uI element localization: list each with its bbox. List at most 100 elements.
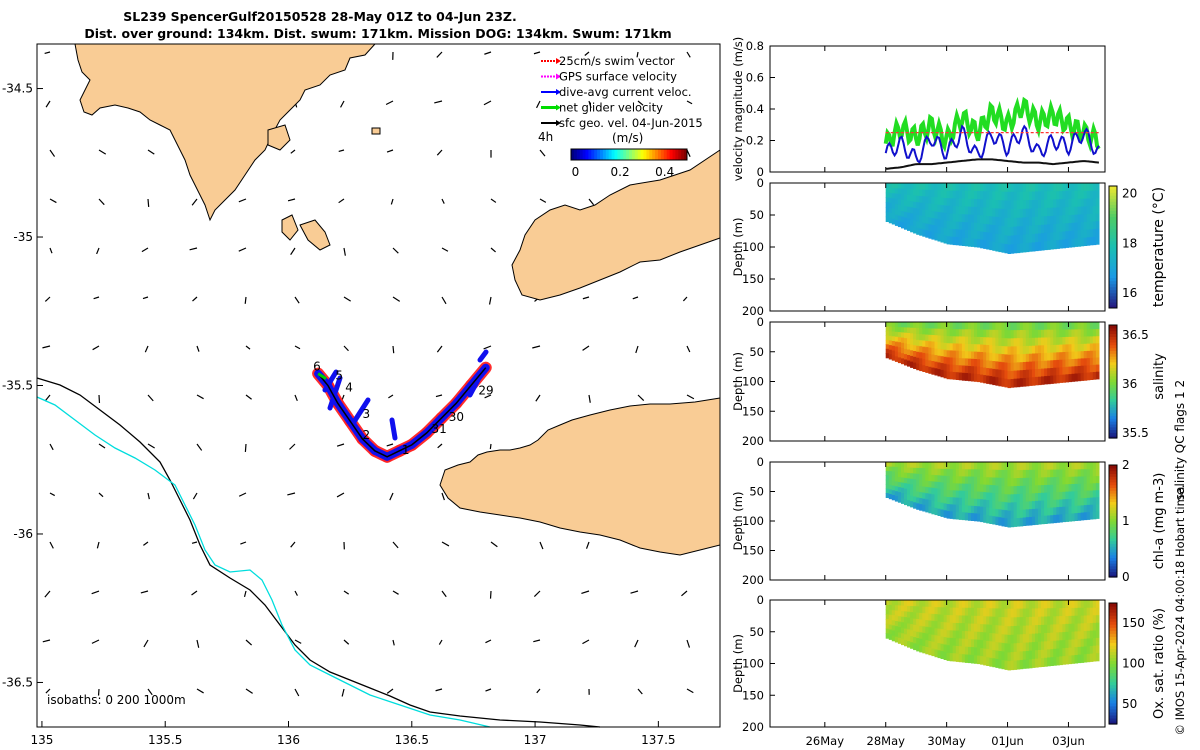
day-label: 29 bbox=[478, 383, 493, 397]
heat-cell bbox=[952, 221, 957, 230]
heat-cell bbox=[986, 484, 990, 493]
heat-cell bbox=[1050, 375, 1054, 384]
heat-cell bbox=[897, 462, 902, 468]
heat-cell bbox=[1086, 462, 1091, 470]
heat-cell bbox=[885, 633, 890, 639]
heat-cell bbox=[919, 480, 923, 487]
colorbar-segment bbox=[597, 149, 601, 160]
heat-cell bbox=[934, 607, 939, 615]
heat-cell bbox=[934, 361, 939, 369]
panel-colorbar-segment bbox=[1109, 277, 1117, 282]
heat-cell bbox=[995, 208, 999, 218]
day-label: 1 bbox=[402, 443, 410, 457]
heat-cell bbox=[995, 337, 999, 347]
heat-cell bbox=[913, 201, 917, 209]
heat-cell bbox=[952, 600, 957, 609]
heat-cell bbox=[998, 493, 1002, 503]
heat-cell bbox=[992, 500, 996, 509]
current-arrow bbox=[191, 590, 198, 596]
heat-cell bbox=[1004, 338, 1009, 347]
heat-cell bbox=[931, 190, 935, 198]
heat-cell bbox=[964, 214, 969, 223]
heat-cell bbox=[1077, 190, 1082, 200]
heat-cell bbox=[964, 462, 969, 470]
day-label: 30 bbox=[449, 410, 464, 424]
heat-cell bbox=[977, 600, 981, 609]
heat-cell bbox=[1031, 477, 1036, 486]
heat-cell bbox=[952, 190, 957, 199]
heat-cell bbox=[946, 183, 951, 192]
heat-cell bbox=[977, 215, 981, 224]
heat-cell bbox=[1092, 329, 1097, 337]
heat-cell bbox=[916, 497, 920, 504]
heat-cell bbox=[1022, 200, 1027, 210]
heat-cell bbox=[885, 462, 890, 467]
heat-cell bbox=[931, 462, 935, 470]
heat-cell bbox=[931, 641, 935, 650]
heat-cell bbox=[983, 656, 987, 666]
heat-cell bbox=[958, 322, 963, 330]
current-arrow bbox=[98, 443, 106, 449]
heat-cell bbox=[1050, 322, 1054, 331]
heat-cell bbox=[925, 353, 929, 361]
heat-cell bbox=[964, 329, 969, 338]
heat-cell bbox=[1035, 625, 1039, 635]
current-arrow bbox=[96, 541, 100, 549]
heat-cell bbox=[931, 474, 935, 482]
heat-cell bbox=[1077, 214, 1082, 223]
heat-cell bbox=[922, 504, 926, 512]
heat-cell bbox=[1059, 616, 1063, 625]
heat-cell bbox=[1050, 462, 1054, 471]
heat-cell bbox=[937, 475, 942, 483]
heat-cell bbox=[995, 493, 999, 502]
panel-colorbar-segment bbox=[1109, 621, 1117, 625]
heat-cell bbox=[961, 336, 966, 345]
heat-cell bbox=[888, 466, 893, 472]
heat-cell bbox=[1071, 469, 1076, 478]
heat-cell bbox=[1059, 374, 1063, 383]
heat-cell bbox=[1028, 200, 1033, 210]
panel-colorbar-segment bbox=[1109, 210, 1117, 214]
heat-cell bbox=[940, 190, 945, 199]
heat-cell bbox=[1062, 600, 1066, 609]
heat-cell bbox=[897, 610, 902, 617]
heat-cell bbox=[1092, 511, 1097, 520]
heat-cell bbox=[1083, 351, 1088, 359]
heat-cell bbox=[1007, 362, 1012, 372]
heat-cell bbox=[1080, 351, 1085, 360]
panel-colorbar-segment bbox=[1109, 678, 1117, 683]
heat-cell bbox=[983, 215, 987, 225]
heat-cell bbox=[968, 373, 972, 382]
heat-cell bbox=[1035, 633, 1039, 643]
heat-cell bbox=[1028, 477, 1033, 487]
panel-colorbar-segment bbox=[1109, 237, 1117, 242]
heat-cell bbox=[1065, 639, 1069, 649]
current-arrow bbox=[92, 345, 100, 351]
heat-cell bbox=[885, 604, 890, 611]
heat-cell bbox=[980, 359, 984, 368]
current-arrow bbox=[338, 149, 345, 153]
heat-cell bbox=[1053, 232, 1057, 241]
heat-cell bbox=[974, 623, 978, 633]
heat-cell bbox=[1071, 498, 1076, 507]
heat-cell bbox=[1062, 337, 1066, 346]
heat-cell bbox=[977, 183, 981, 192]
heat-cell bbox=[989, 224, 993, 234]
panel-colorbar-segment bbox=[1109, 207, 1117, 211]
heat-cell bbox=[1031, 516, 1036, 526]
heat-cell bbox=[1025, 337, 1030, 347]
heat-cell bbox=[897, 352, 902, 358]
heat-cell bbox=[1083, 322, 1088, 330]
heat-cell bbox=[1068, 239, 1073, 248]
heat-cell bbox=[989, 352, 993, 362]
heat-cell bbox=[1053, 624, 1057, 634]
date-tick-label: 30May bbox=[927, 734, 966, 748]
heat-cell bbox=[888, 349, 893, 355]
heat-cell bbox=[946, 329, 951, 337]
heat-cell bbox=[977, 631, 981, 641]
heat-cell bbox=[1059, 359, 1063, 368]
heat-cell bbox=[916, 189, 920, 197]
panel-colorbar-segment bbox=[1109, 426, 1117, 431]
heat-cell bbox=[1092, 490, 1097, 498]
heat-cell bbox=[1031, 485, 1036, 494]
